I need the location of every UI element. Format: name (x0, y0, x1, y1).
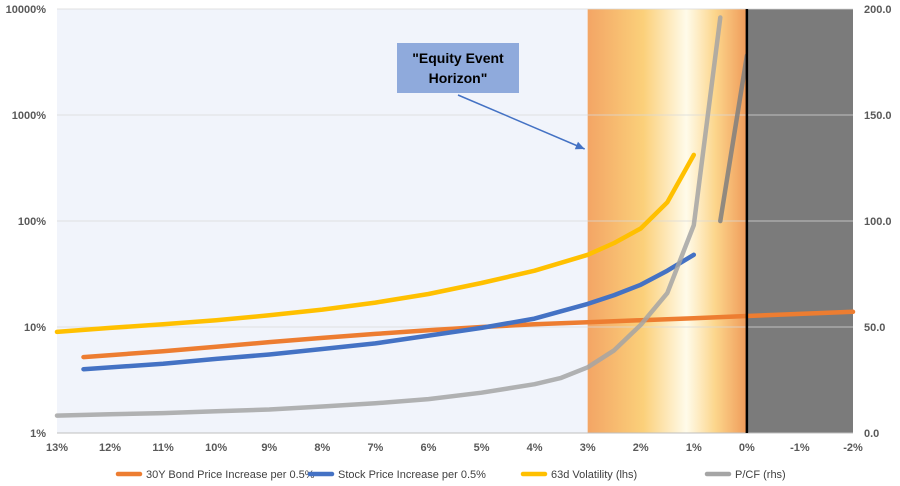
series-line-3 (54, 15, 723, 418)
y-left-tick-label: 10% (24, 322, 46, 334)
y-right-tick-label: 150.0 (864, 110, 892, 122)
legend-label: P/CF (rhs) (735, 469, 786, 481)
annotation-line-2: Horizon" (429, 70, 488, 86)
x-tick-label: -2% (843, 442, 863, 454)
x-tick-label: 6% (421, 442, 437, 454)
series-line-4 (718, 53, 750, 224)
x-tick-label: 5% (474, 442, 490, 454)
annotation: "Equity Event Horizon" (397, 43, 585, 150)
y-right-tick-label: 100.0 (864, 216, 892, 228)
legend: 30Y Bond Price Increase per 0.5% Stock Pr… (115, 469, 786, 481)
x-tick-label: 0% (739, 442, 755, 454)
y-axis-right: 0.0 50.0 100.0 150.0 200.0 (864, 4, 892, 440)
gridlines (57, 8, 853, 434)
y-left-tick-label: 1000% (12, 110, 46, 122)
x-tick-label: 4% (527, 442, 543, 454)
series-line-1 (81, 252, 697, 372)
series-lines (54, 15, 856, 418)
annotation-arrowhead (574, 141, 585, 150)
legend-label: 63d Volatility (lhs) (551, 469, 637, 481)
x-tick-label: 9% (261, 442, 277, 454)
x-tick-label: 13% (46, 442, 68, 454)
y-left-tick-label: 10000% (6, 4, 47, 16)
legend-label: 30Y Bond Price Increase per 0.5% (146, 469, 315, 481)
x-tick-label: 8% (314, 442, 330, 454)
x-tick-label: -1% (790, 442, 810, 454)
annotation-box (397, 43, 519, 93)
x-tick-label: 1% (686, 442, 702, 454)
x-tick-label: 7% (367, 442, 383, 454)
y-right-tick-label: 50.0 (864, 322, 885, 334)
y-left-tick-label: 100% (18, 216, 46, 228)
x-axis: 13% 12% 11% 10% 9% 8% 7% 6% 5% 4% 3% 2% 1% 0% -1% -2% (46, 442, 863, 454)
x-tick-label: 12% (99, 442, 121, 454)
annotation-line-1: "Equity Event (412, 50, 504, 66)
x-tick-label: 2% (633, 442, 649, 454)
y-right-tick-label: 0.0 (864, 428, 879, 440)
legend-label: Stock Price Increase per 0.5% (338, 469, 486, 481)
y-right-tick-label: 200.0 (864, 4, 892, 16)
x-tick-label: 3% (580, 442, 596, 454)
x-tick-label: 11% (152, 442, 174, 454)
x-tick-label: 10% (205, 442, 227, 454)
y-left-tick-label: 1% (30, 428, 46, 440)
series-line-2 (54, 152, 697, 335)
annotation-arrow (457, 94, 585, 150)
y-axis-left: 1% 10% 100% 1000% 10000% (6, 4, 47, 440)
